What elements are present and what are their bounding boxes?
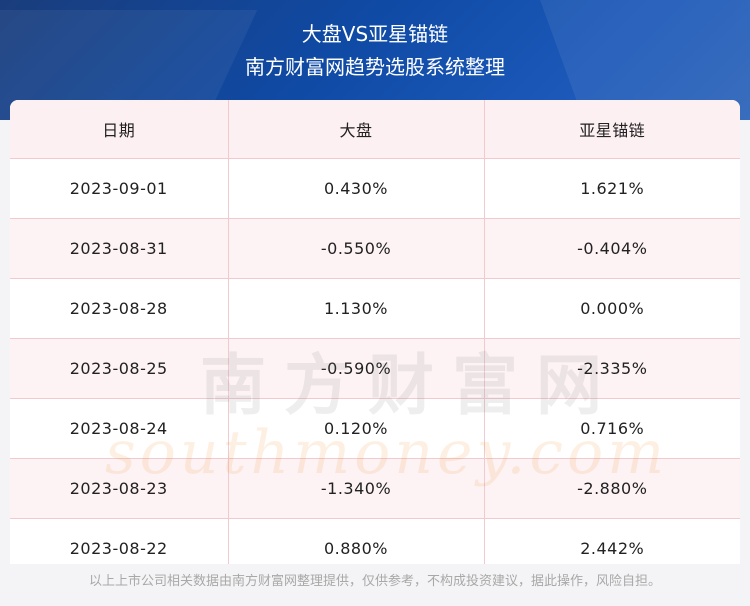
table-row: 2023-08-25 -0.590% -2.335% — [10, 338, 740, 399]
cell-market-change: 0.120% — [228, 398, 485, 459]
footer-disclaimer: 以上上市公司相关数据由南方财富网整理提供，仅供参考，不构成投资建议，据此操作，风… — [88, 574, 661, 589]
cell-stock-change: 2.442% — [484, 518, 740, 564]
comparison-table: 日期 大盘 亚星锚链 2023-09-01 0.430% 1.621% 2023… — [10, 100, 740, 564]
cell-date: 2023-08-24 — [10, 398, 229, 459]
page-subtitle: 南方财富网趋势选股系统整理 — [245, 55, 505, 79]
page-title: 大盘VS亚星锚链 — [301, 22, 449, 46]
cell-stock-change: -2.880% — [484, 458, 740, 519]
cell-date: 2023-09-01 — [10, 158, 229, 219]
cell-date: 2023-08-28 — [10, 278, 229, 339]
table-row: 2023-08-23 -1.340% -2.880% — [10, 458, 740, 519]
cell-date: 2023-08-23 — [10, 458, 229, 519]
cell-stock-change: 1.621% — [484, 158, 740, 219]
cell-stock-change: 0.000% — [484, 278, 740, 339]
table-row: 2023-08-31 -0.550% -0.404% — [10, 218, 740, 279]
cell-market-change: -1.340% — [228, 458, 485, 519]
cell-stock-change: 0.716% — [484, 398, 740, 459]
cell-market-change: -0.590% — [228, 338, 485, 399]
table-row: 2023-09-01 0.430% 1.621% — [10, 158, 740, 219]
cell-stock-change: -2.335% — [484, 338, 740, 399]
column-header-date: 日期 — [10, 100, 229, 159]
table-row: 2023-08-22 0.880% 2.442% — [10, 518, 740, 564]
column-header-stock: 亚星锚链 — [484, 100, 740, 159]
cell-market-change: -0.550% — [228, 218, 485, 279]
cell-date: 2023-08-31 — [10, 218, 229, 279]
column-header-market: 大盘 — [228, 100, 485, 159]
cell-market-change: 0.880% — [228, 518, 485, 564]
cell-date: 2023-08-25 — [10, 338, 229, 399]
data-table-card: 日期 大盘 亚星锚链 2023-09-01 0.430% 1.621% 2023… — [10, 100, 740, 564]
cell-date: 2023-08-22 — [10, 518, 229, 564]
table-header-row: 日期 大盘 亚星锚链 — [10, 100, 740, 159]
table-row: 2023-08-28 1.130% 0.000% — [10, 278, 740, 339]
cell-market-change: 0.430% — [228, 158, 485, 219]
table-row: 2023-08-24 0.120% 0.716% — [10, 398, 740, 459]
cell-stock-change: -0.404% — [484, 218, 740, 279]
cell-market-change: 1.130% — [228, 278, 485, 339]
